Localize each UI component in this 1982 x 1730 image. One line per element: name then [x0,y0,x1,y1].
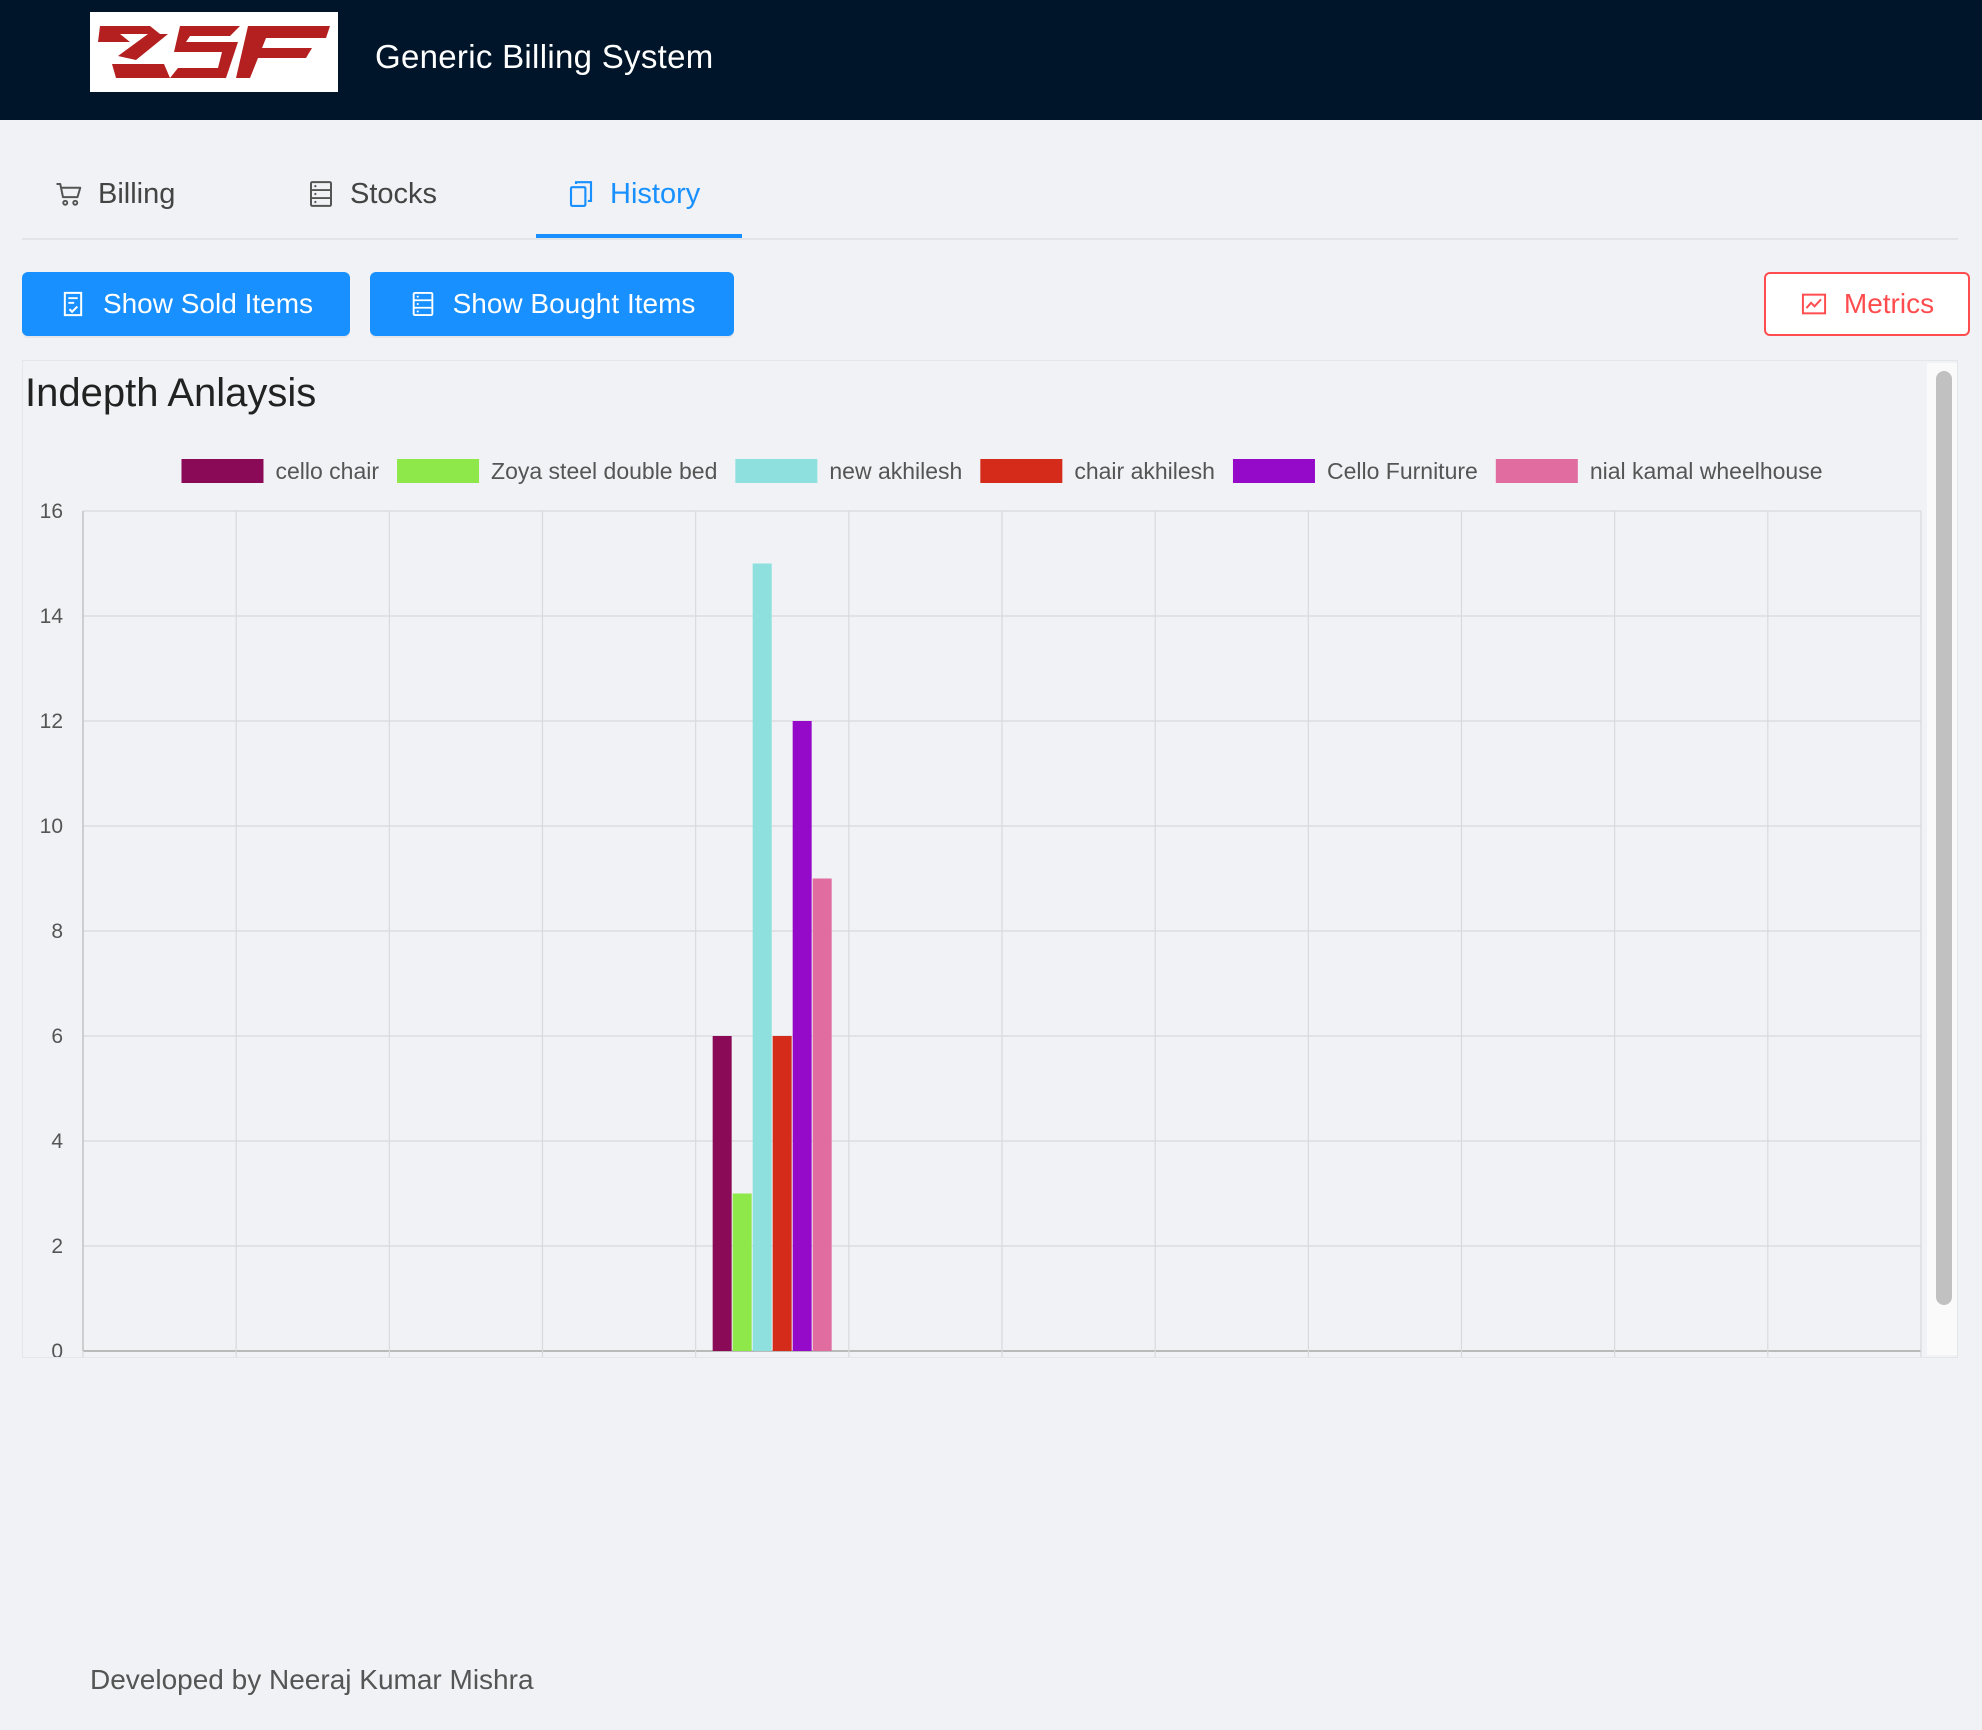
legend-swatch [980,459,1063,483]
y-tick-label: 0 [51,1340,63,1357]
file-done-icon [63,291,83,317]
database-icon [310,181,332,207]
tab-history[interactable]: History [566,150,700,238]
y-tick-label: 6 [51,1025,63,1048]
legend-label: Cello Furniture [1327,458,1478,484]
tab-stocks[interactable]: Stocks [306,150,437,238]
y-tick-label: 8 [51,920,63,943]
database-icon [412,291,433,317]
metrics-label: Metrics [1843,288,1935,319]
bar-nial-kamal-wheelhouse [812,878,832,1351]
y-tick-label: 2 [51,1235,63,1258]
bar-cello-furniture [792,721,812,1351]
show-bought-items-label: Show Bought Items [452,288,696,319]
legend-label: nial kamal wheelhouse [1590,458,1823,484]
active-tab-indicator [536,234,742,238]
copy-icon [569,181,593,207]
show-sold-items-button[interactable]: Show Sold Items [22,272,350,336]
main-tabs: Billing Stocks History [22,150,1958,240]
analysis-panel: Indepth Anlaysis 0 2 4 6 8 10 12 14 16 cello chai… [22,360,1958,1358]
y-tick-label: 12 [40,710,63,733]
scrollbar-thumb[interactable] [1936,371,1952,1305]
legend-swatch [1232,459,1315,483]
bar-chart: 0 2 4 6 8 10 12 14 16 cello chair Zoya steel doubl… [40,458,1922,1357]
show-bought-items-button[interactable]: Show Bought Items [370,272,734,336]
bar-zoya-steel-double-bed [732,1193,752,1351]
app-header: Generic Billing System [0,0,1982,120]
tab-history-label: History [610,177,701,210]
legend-label: cello chair [275,458,379,484]
cart-icon [56,183,82,206]
panel-title: Indepth Anlaysis [25,371,317,415]
legend-swatch [181,459,264,483]
legend-swatch [1495,459,1578,483]
app-title: Generic Billing System [375,38,714,75]
tab-billing-label: Billing [98,177,176,210]
legend-swatch [397,459,480,483]
y-tick-label: 16 [40,500,63,523]
legend-label: chair akhilesh [1074,458,1215,484]
tab-stocks-label: Stocks [350,177,438,210]
legend-swatch [735,459,818,483]
bar-cello-chair [712,1036,732,1351]
footer-credit: Developed by Neeraj Kumar Mishra [90,1664,534,1695]
company-logo[interactable] [90,12,338,92]
line-chart-icon [1801,293,1826,315]
y-tick-label: 4 [51,1130,63,1153]
legend-label: Zoya steel double bed [491,458,717,484]
bar-new-akhilesh [752,563,772,1351]
y-tick-label: 10 [40,815,63,838]
show-sold-items-label: Show Sold Items [102,288,314,319]
tab-billing[interactable]: Billing [54,150,175,238]
bar-chair-akhilesh [772,1036,792,1351]
y-tick-label: 14 [40,605,64,628]
logo-mark [98,26,330,78]
metrics-button[interactable]: Metrics [1764,272,1970,336]
legend-label: new akhilesh [829,458,962,484]
